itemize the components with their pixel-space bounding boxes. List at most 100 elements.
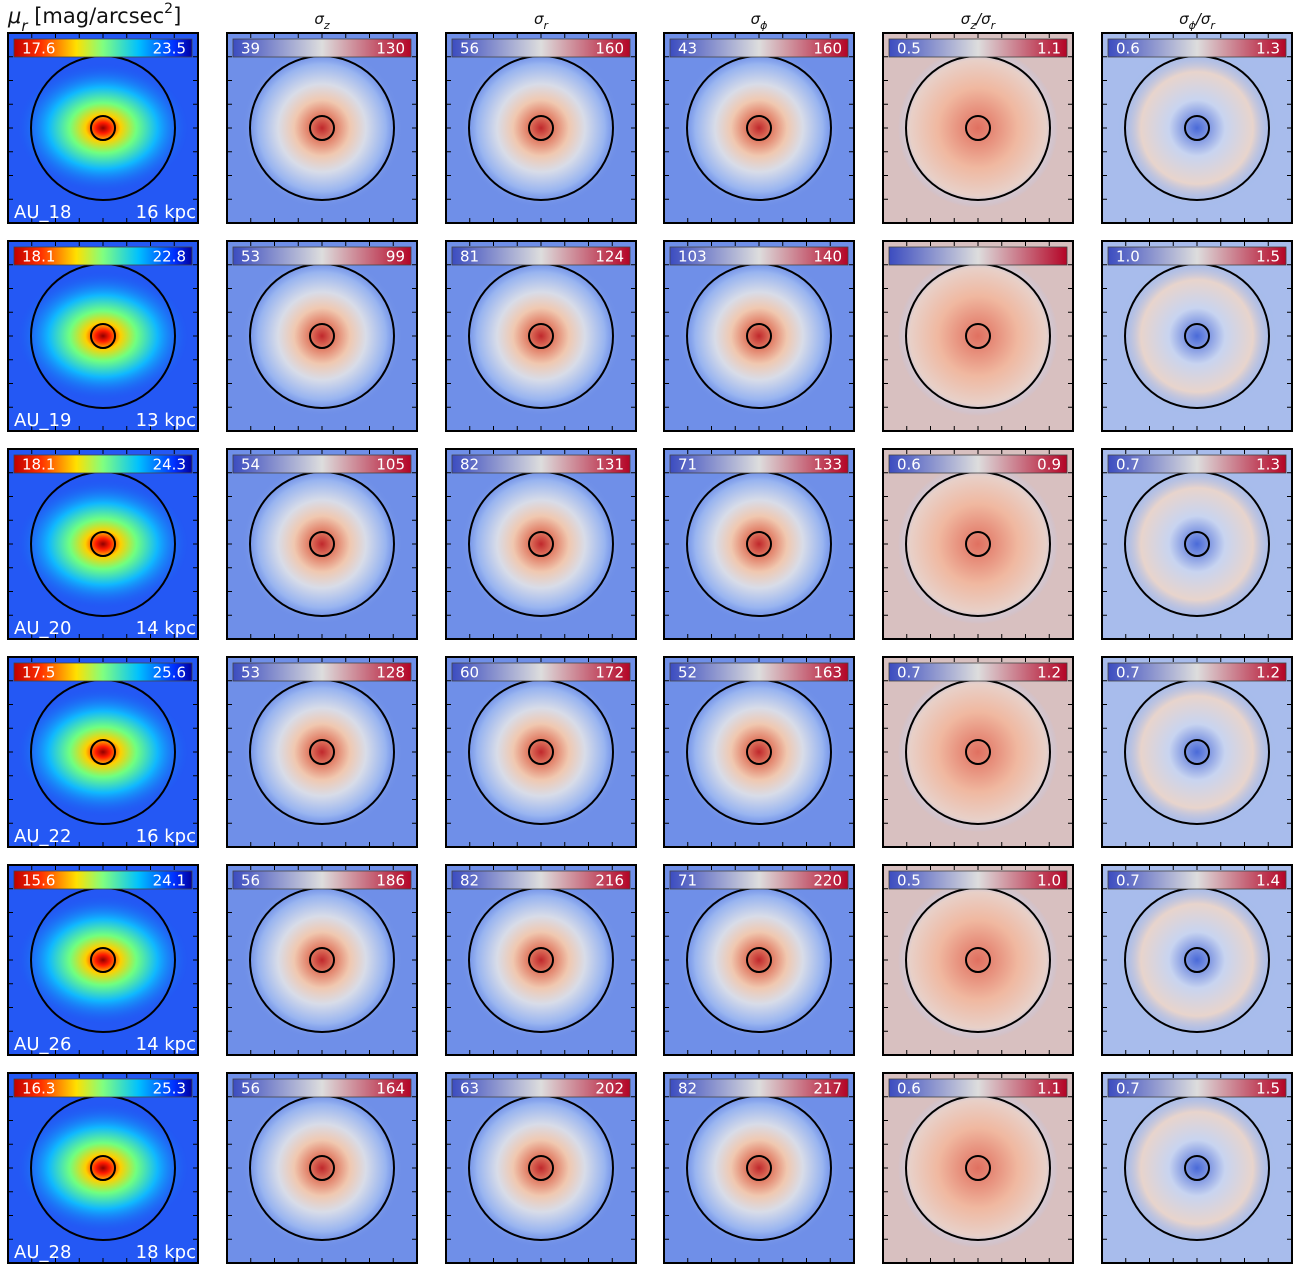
map-structure [679, 1088, 839, 1248]
header-part: [mag/arcsec [28, 4, 165, 28]
colorbar [669, 1078, 849, 1098]
colorbar-max: 22.8 [153, 248, 186, 266]
scale-label: 16 kpc [136, 202, 196, 223]
map-panel: 82 216 [445, 864, 637, 1056]
inner-circle [90, 1155, 116, 1181]
panel-frame [1101, 656, 1293, 848]
map-panel: 0.7 1.4 [1101, 864, 1293, 1056]
header-part: σ [534, 10, 544, 28]
colorbar-max: 160 [813, 40, 842, 58]
header-part: r [1210, 19, 1216, 32]
map-panel: 18.1 24.3 AU_20 14 kpc [7, 448, 199, 640]
column-header: σr [534, 10, 550, 32]
colorbar [232, 662, 412, 682]
panel-frame [445, 864, 637, 1056]
colorbar [232, 38, 412, 58]
inner-circle [90, 323, 116, 349]
colorbar-max: 105 [376, 456, 405, 474]
inner-circle [1184, 947, 1210, 973]
map-panel: 0.5 1.1 [882, 32, 1074, 224]
column-header: σϕ/σr [1179, 10, 1216, 32]
inner-circle [528, 115, 554, 141]
map-panel [882, 240, 1074, 432]
map-structure [242, 48, 402, 208]
colorbar [451, 246, 631, 266]
colorbar-max: 24.1 [153, 872, 186, 890]
header-part: z [969, 19, 976, 32]
panel-frame [1101, 1072, 1293, 1264]
inner-circle [309, 1155, 335, 1181]
inner-circle [309, 947, 335, 973]
panel-frame [445, 1072, 637, 1264]
inner-circle [1184, 531, 1210, 557]
colorbar [669, 38, 849, 58]
inner-circle [746, 1155, 772, 1181]
panel-frame [445, 32, 637, 224]
colorbar [232, 246, 412, 266]
map-structure [15, 1102, 191, 1234]
inner-circle [528, 947, 554, 973]
colorbar-min: 18.1 [22, 456, 55, 474]
colorbar-min: 71 [678, 456, 697, 474]
colorbar-min: 16.3 [22, 1080, 55, 1098]
colorbar-min: 18.1 [22, 248, 55, 266]
header-part: r [21, 17, 28, 35]
map-structure [1117, 672, 1277, 832]
inner-circle [90, 531, 116, 557]
map-panel: 18.1 22.8 AU_19 13 kpc [7, 240, 199, 432]
colorbar-max: 128 [376, 664, 405, 682]
map-structure [898, 48, 1058, 208]
colorbar-max: 1.1 [1037, 40, 1061, 58]
map-structure [898, 1088, 1058, 1248]
colorbar [451, 1078, 631, 1098]
panel-frame [445, 240, 637, 432]
colorbar-max: 130 [376, 40, 405, 58]
header-part: ϕ [760, 19, 767, 32]
map-structure [242, 256, 402, 416]
header-part: r [991, 19, 997, 32]
colorbar [13, 246, 193, 266]
panel-frame [663, 656, 855, 848]
colorbar-min: 56 [241, 872, 260, 890]
panel-frame [882, 448, 1074, 640]
map-panel: 81 124 [445, 240, 637, 432]
galaxy-name: AU_20 [14, 618, 71, 639]
colorbar-max: 202 [595, 1080, 624, 1098]
column-header: σz/σr [961, 10, 997, 32]
header-part: ] [173, 4, 181, 28]
colorbar-min: 39 [241, 40, 260, 58]
map-panel: 39 130 [226, 32, 418, 224]
panel-frame [226, 32, 418, 224]
inner-circle [746, 739, 772, 765]
galaxy-name: AU_26 [14, 1034, 71, 1055]
panel-frame [882, 32, 1074, 224]
map-structure [461, 256, 621, 416]
map-panel: 71 220 [663, 864, 855, 1056]
map-panel: 54 105 [226, 448, 418, 640]
colorbar-max: 220 [813, 872, 842, 890]
header-part: r [543, 19, 549, 32]
galaxy-name: AU_28 [14, 1242, 71, 1263]
map-panel: 43 160 [663, 32, 855, 224]
colorbar-max: 1.2 [1037, 664, 1061, 682]
colorbar-min: 82 [678, 1080, 697, 1098]
map-panel: 52 163 [663, 656, 855, 848]
colorbar [669, 454, 849, 474]
inner-circle [746, 531, 772, 557]
panel-frame [7, 32, 199, 224]
scale-label: 16 kpc [136, 826, 196, 847]
colorbar-max: 1.5 [1256, 248, 1280, 266]
header-part: σ [1179, 10, 1189, 28]
panel-frame [7, 656, 199, 848]
colorbar-min: 17.5 [22, 664, 55, 682]
scale-label: 14 kpc [136, 618, 196, 639]
colorbar-max: 160 [595, 40, 624, 58]
map-panel: 0.5 1.0 [882, 864, 1074, 1056]
colorbar-min: 60 [460, 664, 479, 682]
colorbar-max: 1.5 [1256, 1080, 1280, 1098]
colorbar-min: 43 [678, 40, 697, 58]
map-structure [15, 62, 191, 194]
colorbar-max: 1.2 [1256, 664, 1280, 682]
panel-frame [663, 32, 855, 224]
